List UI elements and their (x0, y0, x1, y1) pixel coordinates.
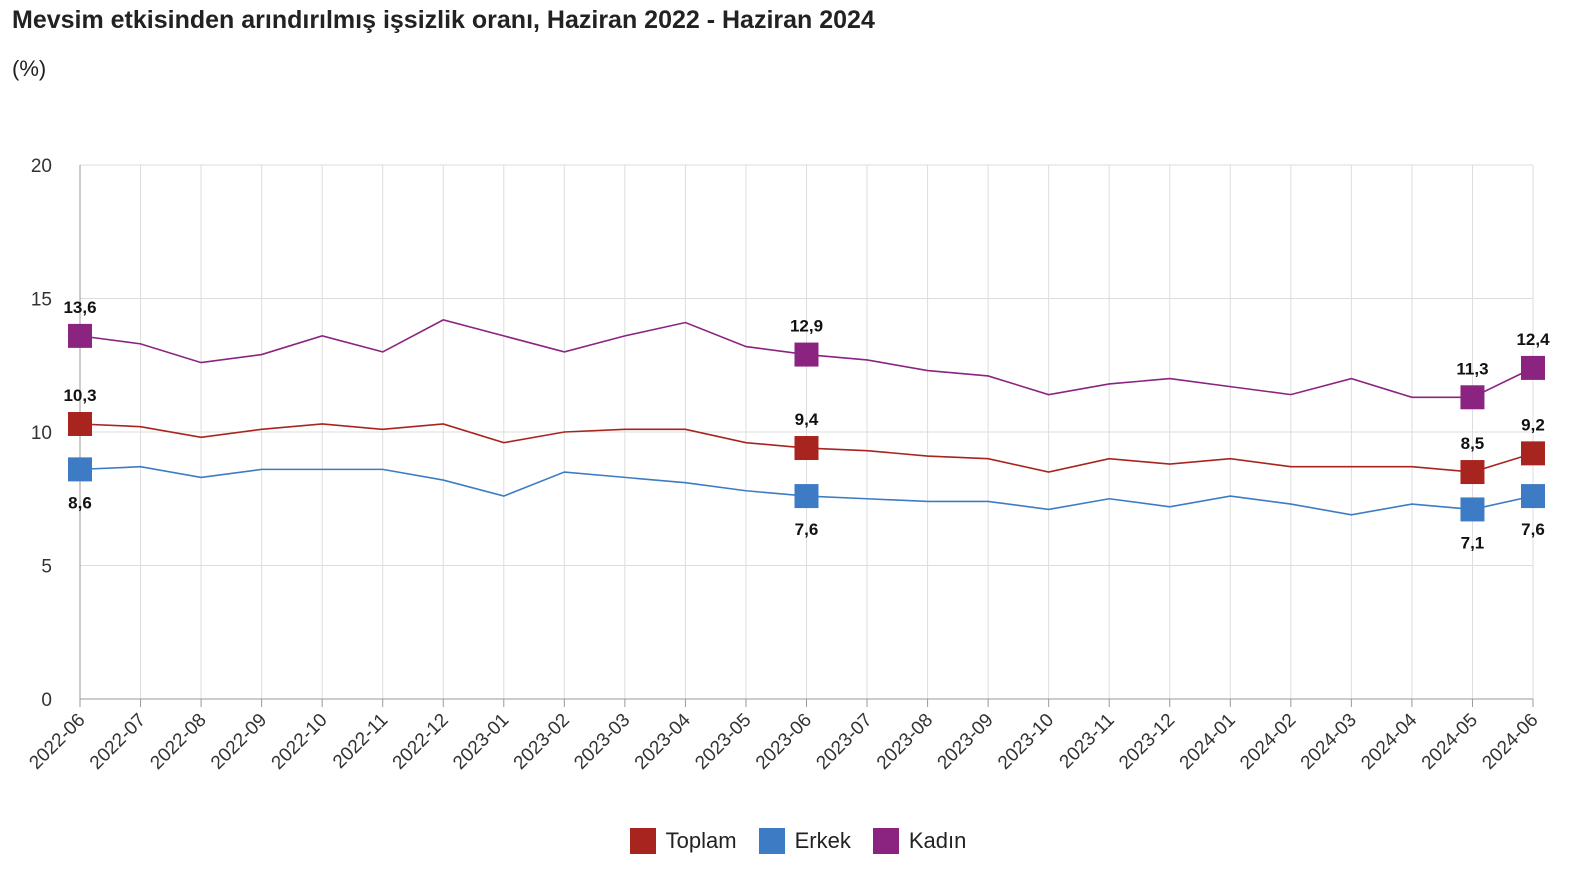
data-point-marker-toplam (794, 436, 819, 461)
x-tick-label: 2023-10 (994, 710, 1058, 774)
y-tick-label: 10 (31, 423, 52, 444)
legend: Toplam Erkek Kadın (0, 828, 1596, 854)
legend-item-erkek[interactable]: Erkek (758, 828, 851, 854)
x-tick-label: 2023-11 (1056, 710, 1119, 773)
x-tick-label: 2022-07 (86, 710, 150, 774)
x-tick-label: 2023-09 (934, 710, 998, 774)
y-tick-label: 20 (31, 156, 52, 177)
legend-label-erkek: Erkek (794, 828, 851, 853)
x-tick-label: 2022-09 (207, 710, 271, 774)
x-tick-label: 2023-01 (449, 710, 513, 774)
x-tick-label: 2022-06 (25, 710, 89, 774)
x-tick-label: 2024-02 (1236, 710, 1300, 774)
x-tick-label: 2023-08 (873, 710, 937, 774)
data-point-marker-erkek (68, 457, 92, 482)
x-tick-label: 2023-06 (752, 710, 816, 774)
x-tick-label: 2022-10 (268, 710, 332, 774)
legend-swatch-kad-n (872, 828, 899, 854)
data-point-marker-kad-n (1521, 355, 1545, 380)
x-tick-label: 2023-04 (631, 709, 695, 773)
data-label-erkek: 7,6 (1521, 520, 1545, 539)
x-tick-label: 2023-02 (510, 710, 574, 774)
legend-label-toplam: Toplam (665, 828, 737, 853)
x-tick-label: 2023-03 (570, 710, 634, 774)
x-tick-label: 2022-08 (146, 710, 210, 774)
data-label-kad-n: 12,9 (790, 317, 823, 336)
series-layer (68, 319, 1545, 522)
legend-label-kad-n: Kadın (908, 828, 967, 853)
chart-subtitle: (%) (12, 56, 47, 81)
chart-title: Mevsim etkisinden arındırılmış işsizlik … (12, 6, 875, 34)
x-tick-label: 2022-12 (389, 710, 453, 774)
data-point-marker-erkek (1460, 497, 1485, 522)
x-tick-label: 2022-11 (329, 710, 392, 773)
data-label-kad-n: 13,6 (63, 298, 96, 317)
x-tick-label: 2023-12 (1115, 710, 1179, 774)
data-label-erkek: 7,6 (795, 520, 819, 539)
data-point-marker-toplam (1521, 441, 1545, 466)
data-label-layer: 10,3 9,4 8,5 9,2 8,6 7,6 7,1 7,6 13,6 12,9 11,3 12,… (63, 298, 1550, 553)
data-point-marker-kad-n (68, 323, 92, 348)
legend-item-kad-n[interactable]: Kadın (872, 828, 967, 854)
legend-swatch-toplam (629, 828, 656, 854)
data-label-toplam: 8,5 (1461, 434, 1485, 453)
data-point-marker-erkek (794, 484, 819, 509)
data-label-toplam: 9,4 (795, 410, 819, 429)
y-tick-label: 0 (41, 690, 52, 711)
data-point-marker-toplam (68, 411, 92, 436)
y-tick-label: 15 (31, 290, 52, 311)
x-tick-label: 2024-05 (1418, 710, 1482, 774)
data-label-toplam: 10,3 (63, 386, 96, 405)
data-label-erkek: 8,6 (68, 493, 92, 512)
x-tick-label: 2023-05 (691, 710, 755, 774)
data-label-toplam: 9,2 (1521, 415, 1545, 434)
data-point-marker-kad-n (1460, 385, 1485, 410)
x-tick-label: 2023-07 (812, 710, 876, 774)
y-tick-label: 5 (41, 557, 52, 578)
legend-swatch-erkek (758, 828, 785, 854)
grid-layer (79, 164, 1534, 700)
data-label-erkek: 7,1 (1461, 533, 1485, 552)
data-label-kad-n: 11,3 (1456, 359, 1488, 378)
axis-layer: 051015202022-062022-072022-082022-092022… (25, 156, 1542, 774)
data-label-kad-n: 12,4 (1516, 330, 1550, 349)
data-point-marker-kad-n (794, 342, 819, 367)
x-tick-label: 2024-06 (1478, 710, 1542, 774)
x-tick-label: 2024-01 (1176, 710, 1240, 774)
x-tick-label: 2024-04 (1357, 709, 1421, 773)
legend-item-toplam[interactable]: Toplam (629, 828, 737, 854)
x-tick-label: 2024-03 (1297, 710, 1361, 774)
data-point-marker-toplam (1460, 460, 1485, 485)
data-point-marker-erkek (1521, 484, 1545, 509)
